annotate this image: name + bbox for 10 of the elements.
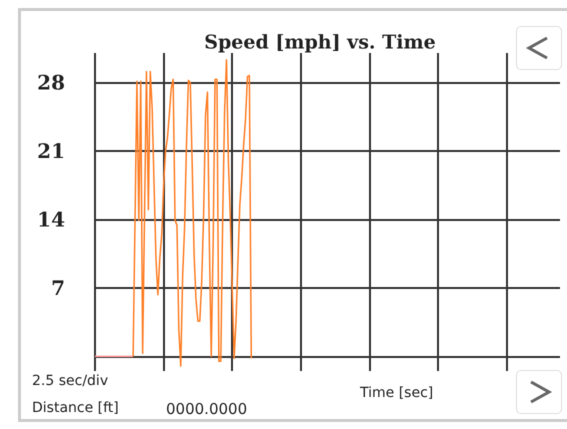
y-tick-label: 14 — [37, 207, 66, 232]
y-tick-label: 21 — [37, 138, 65, 163]
chart-title: Speed [mph] vs. Time — [204, 32, 436, 54]
y-tick-label: 28 — [37, 70, 65, 94]
line-series — [132, 59, 252, 367]
y-tick-label: 7 — [51, 276, 65, 300]
text: Distance [ft] — [32, 400, 119, 416]
x-axis-title: Time [sec] — [360, 385, 434, 401]
text: 2.5 sec/div — [32, 373, 108, 389]
text: 0000.0000 — [166, 400, 248, 418]
